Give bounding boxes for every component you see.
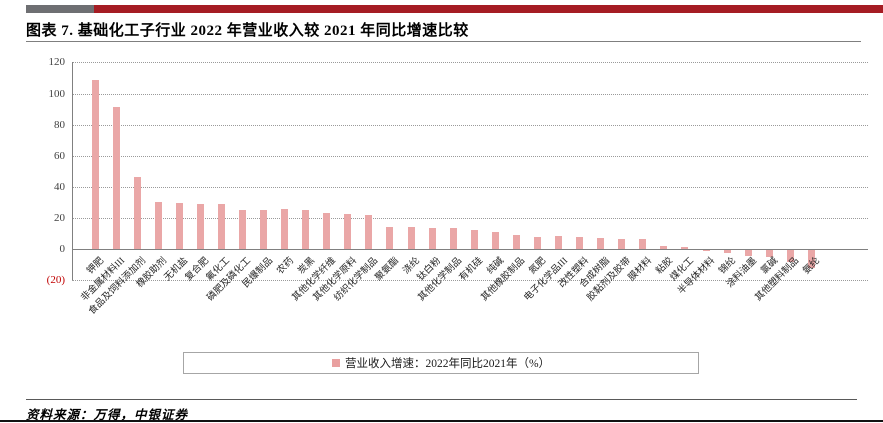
header-accent-bar [26, 5, 883, 13]
bar [744, 250, 752, 257]
bar [196, 203, 204, 249]
bar [765, 250, 773, 258]
bar [281, 209, 289, 249]
legend: 营业收入增速：2022年同比2021年（%） [183, 352, 699, 374]
bar [533, 236, 541, 249]
bar [344, 213, 352, 249]
gridline [72, 93, 868, 95]
bar [470, 230, 478, 249]
source-divider [26, 399, 857, 400]
bar [112, 107, 120, 249]
y-tick-label: 80 [54, 118, 65, 131]
bar [807, 250, 815, 269]
bar [491, 232, 499, 249]
gridline [72, 280, 868, 282]
bar [386, 226, 394, 249]
y-tick-label: 0 [59, 243, 66, 255]
bar [260, 209, 268, 249]
bar [786, 250, 794, 263]
gridline [72, 62, 868, 64]
bar [323, 212, 331, 249]
bar [639, 239, 647, 249]
y-tick-label: 40 [54, 180, 65, 193]
source-note: 资料来源：万得，中银证券 [26, 408, 189, 422]
figure-title: 图表 7. 基础化工子行业 2022 年营业收入较 2021 年同比增速比较 [26, 23, 469, 39]
bar [365, 214, 373, 249]
bar [723, 250, 731, 254]
y-tick-label: (20) [46, 274, 65, 287]
bar [555, 236, 563, 249]
bar [428, 227, 436, 249]
x-axis-line [72, 249, 868, 250]
bar [576, 236, 584, 249]
x-tick-label: 农药 [275, 256, 296, 277]
bar [302, 210, 310, 249]
bar [238, 209, 246, 249]
bar [597, 238, 605, 249]
bar [91, 79, 99, 249]
title-divider [26, 41, 861, 42]
legend-marker [331, 359, 340, 367]
y-tick-label: 60 [54, 149, 65, 162]
x-tick-label: 氨纶 [801, 256, 823, 277]
gridline [72, 124, 868, 126]
y-tick-label: 120 [48, 56, 66, 69]
bar [702, 250, 710, 251]
bar [512, 235, 520, 249]
bar [681, 246, 689, 249]
bar [217, 203, 225, 249]
bar [407, 227, 415, 249]
gridline [72, 155, 868, 157]
bar [660, 245, 668, 249]
legend-label: 营业收入增速：2022年同比2021年（%） [344, 358, 551, 370]
bar [133, 177, 141, 249]
bar [154, 202, 162, 249]
header-accent-gray-segment [26, 5, 94, 13]
page-bottom-border [0, 420, 883, 422]
bar [449, 228, 457, 249]
bar [175, 202, 183, 249]
y-tick-label: 100 [48, 87, 66, 100]
bar [618, 238, 626, 249]
header-accent-red-segment [94, 5, 883, 13]
gridline [72, 186, 868, 188]
gridline [72, 217, 868, 219]
y-axis-line [72, 62, 73, 281]
y-tick-label: 20 [54, 211, 65, 224]
